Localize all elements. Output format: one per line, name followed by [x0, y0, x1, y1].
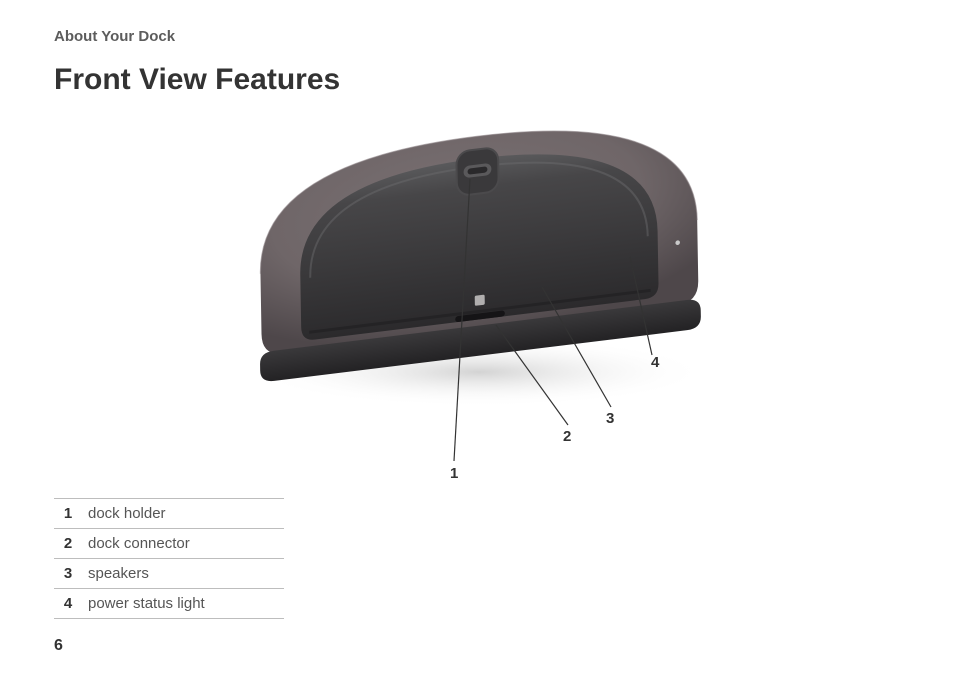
- legend-label: speakers: [82, 559, 284, 589]
- callout-number-4: 4: [651, 354, 659, 371]
- table-row: 4 power status light: [54, 589, 284, 619]
- dock-holder: [455, 146, 499, 198]
- figure-area: 1 2 3 4: [54, 107, 900, 492]
- legend-label: dock holder: [82, 499, 284, 529]
- callout-number-3: 3: [606, 410, 614, 427]
- logo-icon: [475, 295, 485, 306]
- page-number: 6: [54, 637, 63, 655]
- legend-label: power status light: [82, 589, 284, 619]
- legend-num: 3: [54, 559, 82, 589]
- table-row: 3 speakers: [54, 559, 284, 589]
- table-row: 2 dock connector: [54, 529, 284, 559]
- legend-label: dock connector: [82, 529, 284, 559]
- dock-illustration: [199, 107, 759, 417]
- table-row: 1 dock holder: [54, 499, 284, 529]
- callout-number-1: 1: [450, 465, 458, 482]
- page-title: Front View Features: [54, 63, 900, 97]
- legend-table: 1 dock holder 2 dock connector 3 speaker…: [54, 498, 284, 619]
- legend-num: 1: [54, 499, 82, 529]
- callout-number-2: 2: [563, 428, 571, 445]
- legend-num: 4: [54, 589, 82, 619]
- legend-num: 2: [54, 529, 82, 559]
- section-label: About Your Dock: [54, 28, 900, 45]
